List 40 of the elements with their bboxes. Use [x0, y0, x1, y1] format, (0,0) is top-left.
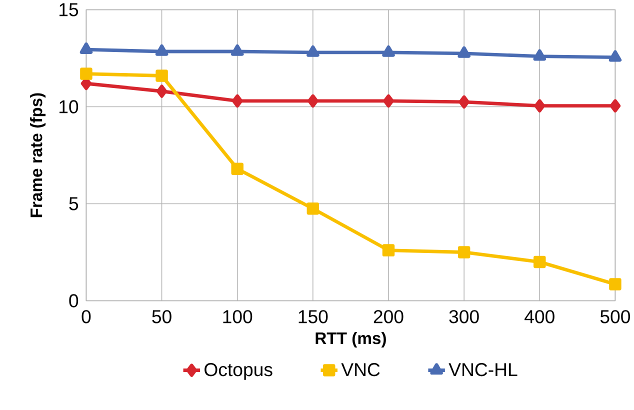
point — [608, 50, 622, 62]
point — [156, 84, 168, 98]
point — [230, 44, 244, 56]
legend-label: VNC-HL — [448, 362, 518, 376]
x-tick-label: 0 — [82, 310, 91, 324]
x-tick-label: 150 — [298, 310, 328, 324]
y-tick-label: 15 — [60, 3, 78, 16]
point — [383, 94, 394, 108]
x-tick-label: 300 — [449, 310, 479, 324]
point — [156, 69, 168, 82]
y-tick-label: 0 — [69, 294, 78, 308]
x-tick-label: 50 — [152, 310, 172, 324]
point — [308, 94, 318, 108]
legend-label: VNC — [341, 362, 380, 376]
x-tick-label: 100 — [223, 310, 252, 324]
point — [232, 94, 243, 108]
point — [306, 45, 320, 57]
x-tick-label: 400 — [524, 310, 554, 324]
point — [382, 244, 395, 256]
point — [458, 95, 470, 108]
point — [533, 49, 546, 61]
x-tick-label: 200 — [374, 310, 404, 324]
x-axis-title: RTT (ms) — [316, 332, 386, 348]
point — [534, 98, 546, 112]
point — [80, 42, 93, 54]
point — [155, 44, 168, 56]
y-axis-title: Frame rate (fps) — [30, 92, 46, 217]
legend-label: Octopus — [204, 362, 272, 380]
x-tick-label: 500 — [600, 310, 630, 324]
point — [382, 45, 395, 57]
point — [610, 98, 621, 112]
point — [80, 67, 92, 80]
point — [458, 246, 470, 258]
point — [306, 202, 320, 215]
point — [458, 46, 470, 58]
point — [609, 278, 622, 290]
point — [534, 256, 546, 268]
y-tick-label: 10 — [60, 100, 78, 114]
point — [231, 162, 244, 175]
y-tick-label: 5 — [69, 197, 78, 210]
